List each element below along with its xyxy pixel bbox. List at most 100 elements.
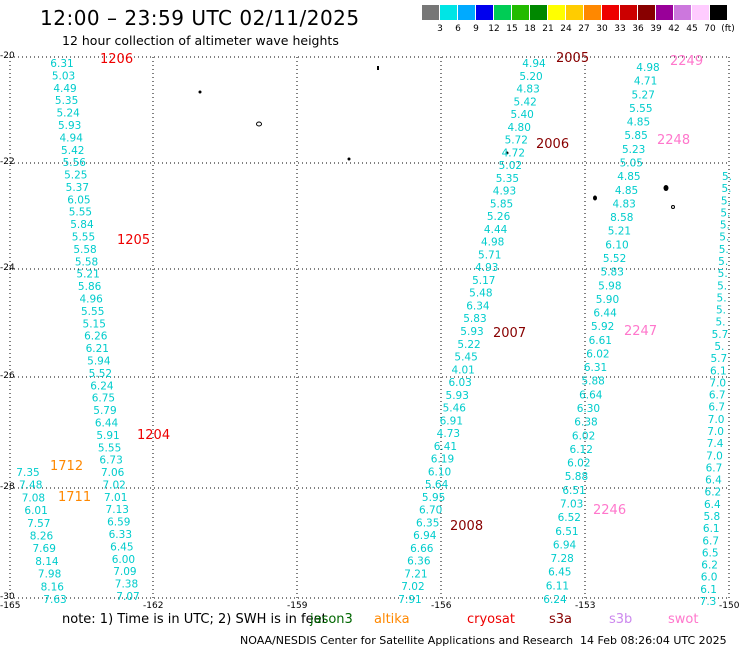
wave-height-value: 5.05 <box>620 157 643 169</box>
pass-id-label: 1206 <box>100 52 133 67</box>
wave-height-value: 5. <box>719 232 729 244</box>
wave-height-value: 5.7 <box>711 353 728 365</box>
legend-label: 33 <box>614 24 626 34</box>
wave-height-value: 5. <box>719 244 729 256</box>
wave-height-value: 6.33 <box>109 529 132 541</box>
wave-height-value: 6.66 <box>410 543 434 555</box>
wave-height-value: 5.64 <box>425 479 449 491</box>
wave-height-value: 6.19 <box>431 454 454 466</box>
wave-height-value: 8.58 <box>610 212 633 224</box>
legend-swatch <box>440 5 457 20</box>
wave-height-value: 7.02 <box>102 479 125 491</box>
latitude-label: -30 <box>0 592 15 602</box>
latitude-label: -24 <box>0 263 15 273</box>
legend-swatch <box>494 5 511 20</box>
wave-height-value: 7.38 <box>115 579 138 591</box>
pass-id-label: 2247 <box>624 324 657 339</box>
pass-id-label: 2008 <box>450 519 483 534</box>
wave-height-value: 5.72 <box>505 135 528 147</box>
wave-height-value: 5.21 <box>76 269 99 281</box>
wave-height-value: 5. <box>718 268 728 280</box>
wave-height-value: 6.61 <box>589 335 612 347</box>
wave-height-value: 6.02 <box>572 430 595 442</box>
wave-height-value: 5.8 <box>703 511 720 523</box>
wave-height-value: 6.64 <box>579 389 603 401</box>
wave-height-value: 4.94 <box>522 58 546 70</box>
wave-height-value: 7.3 <box>700 596 717 608</box>
wave-height-value: 6.41 <box>434 441 457 453</box>
wave-height-value: 6.00 <box>112 554 135 566</box>
wave-height-value: 6.2 <box>705 487 722 499</box>
wave-height-value: 4.73 <box>437 428 460 440</box>
wave-height-value: 5.37 <box>66 182 89 194</box>
wave-height-value: 5.15 <box>83 318 106 330</box>
satellite-name-s3b: s3b <box>609 612 633 627</box>
latitude-label: -26 <box>0 371 15 381</box>
wave-height-value: 5.42 <box>513 96 536 108</box>
legend-label: 21 <box>542 24 554 34</box>
longitude-label: -150 <box>719 601 740 611</box>
wave-height-value: 6.7 <box>709 390 726 402</box>
wave-height-value: 6.45 <box>110 541 133 553</box>
wave-height-value: 5.03 <box>52 70 75 82</box>
wave-height-value: 5.55 <box>72 232 95 244</box>
wave-height-value: 7.02 <box>401 581 424 593</box>
wave-height-value: 5.22 <box>457 339 480 351</box>
wave-height-value: 6.44 <box>593 308 617 320</box>
wave-height-value: 5.56 <box>63 157 87 169</box>
wave-height-value: 5.35 <box>55 95 78 107</box>
wave-height-value: 6.35 <box>416 517 439 529</box>
wave-height-value: 4.98 <box>636 62 659 74</box>
legend-swatch <box>548 5 565 20</box>
wave-height-value: 5.93 <box>58 120 81 132</box>
wave-height-value: 6.7 <box>706 462 723 474</box>
wave-height-value: 4.96 <box>79 294 103 306</box>
wave-height-value: 5.20 <box>519 71 542 83</box>
legend-label: 12 <box>488 24 500 34</box>
footer-timestamp: 14 Feb 08:26:04 UTC 2025 <box>580 634 727 647</box>
wave-height-value: 6.21 <box>86 343 109 355</box>
wave-height-value: 5. <box>715 317 725 329</box>
wave-height-value: 7.0 <box>709 377 726 389</box>
pass-id-label: 1205 <box>117 233 150 248</box>
wave-height-value: 4.93 <box>493 186 516 198</box>
wave-height-value: 5.25 <box>64 170 87 182</box>
latitude-label: -22 <box>0 157 15 167</box>
wave-height-value: 5. <box>717 280 727 292</box>
wave-height-value: 8.16 <box>41 581 65 593</box>
wave-height-value: 5.88 <box>565 471 588 483</box>
wave-height-value: 5.17 <box>472 275 495 287</box>
wave-height-value: 7.13 <box>106 504 129 516</box>
wave-height-value: 4.85 <box>615 185 638 197</box>
wave-height-value: 5.24 <box>56 108 80 120</box>
islands <box>198 66 675 209</box>
wave-height-value: 4.83 <box>516 84 539 96</box>
legend-swatch <box>512 5 529 20</box>
legend-swatch <box>458 5 475 20</box>
wave-height-value: 5.92 <box>591 321 614 333</box>
wave-height-value: 8.14 <box>35 556 59 568</box>
wave-height-value: 5.95 <box>422 492 445 504</box>
wave-height-value: 6.12 <box>570 444 593 456</box>
legend-swatch <box>530 5 547 20</box>
wave-height-value: 6.10 <box>428 466 451 478</box>
longitude-label: -159 <box>287 601 308 611</box>
wave-height-value: 6.02 <box>586 348 609 360</box>
wave-height-value: 5.93 <box>460 326 483 338</box>
wave-height-value: 6.75 <box>92 393 115 405</box>
legend-label: 3 <box>437 24 443 34</box>
legend-label: 9 <box>473 24 479 34</box>
longitude-label: -165 <box>0 601 21 611</box>
pass-id-label: 2249 <box>670 54 703 69</box>
wave-height-value: 7.28 <box>550 553 573 565</box>
legend-label: 27 <box>578 24 590 34</box>
wave-height-value: 6.36 <box>407 556 431 568</box>
island <box>198 90 202 94</box>
wave-height-value: 6.24 <box>543 594 567 606</box>
island <box>663 185 669 191</box>
wave-height-value: 5.84 <box>70 219 94 231</box>
satellite-name-swot: swot <box>668 612 699 627</box>
pass-id-label: 2005 <box>556 51 589 66</box>
wave-height-value: 6.7 <box>708 402 725 414</box>
